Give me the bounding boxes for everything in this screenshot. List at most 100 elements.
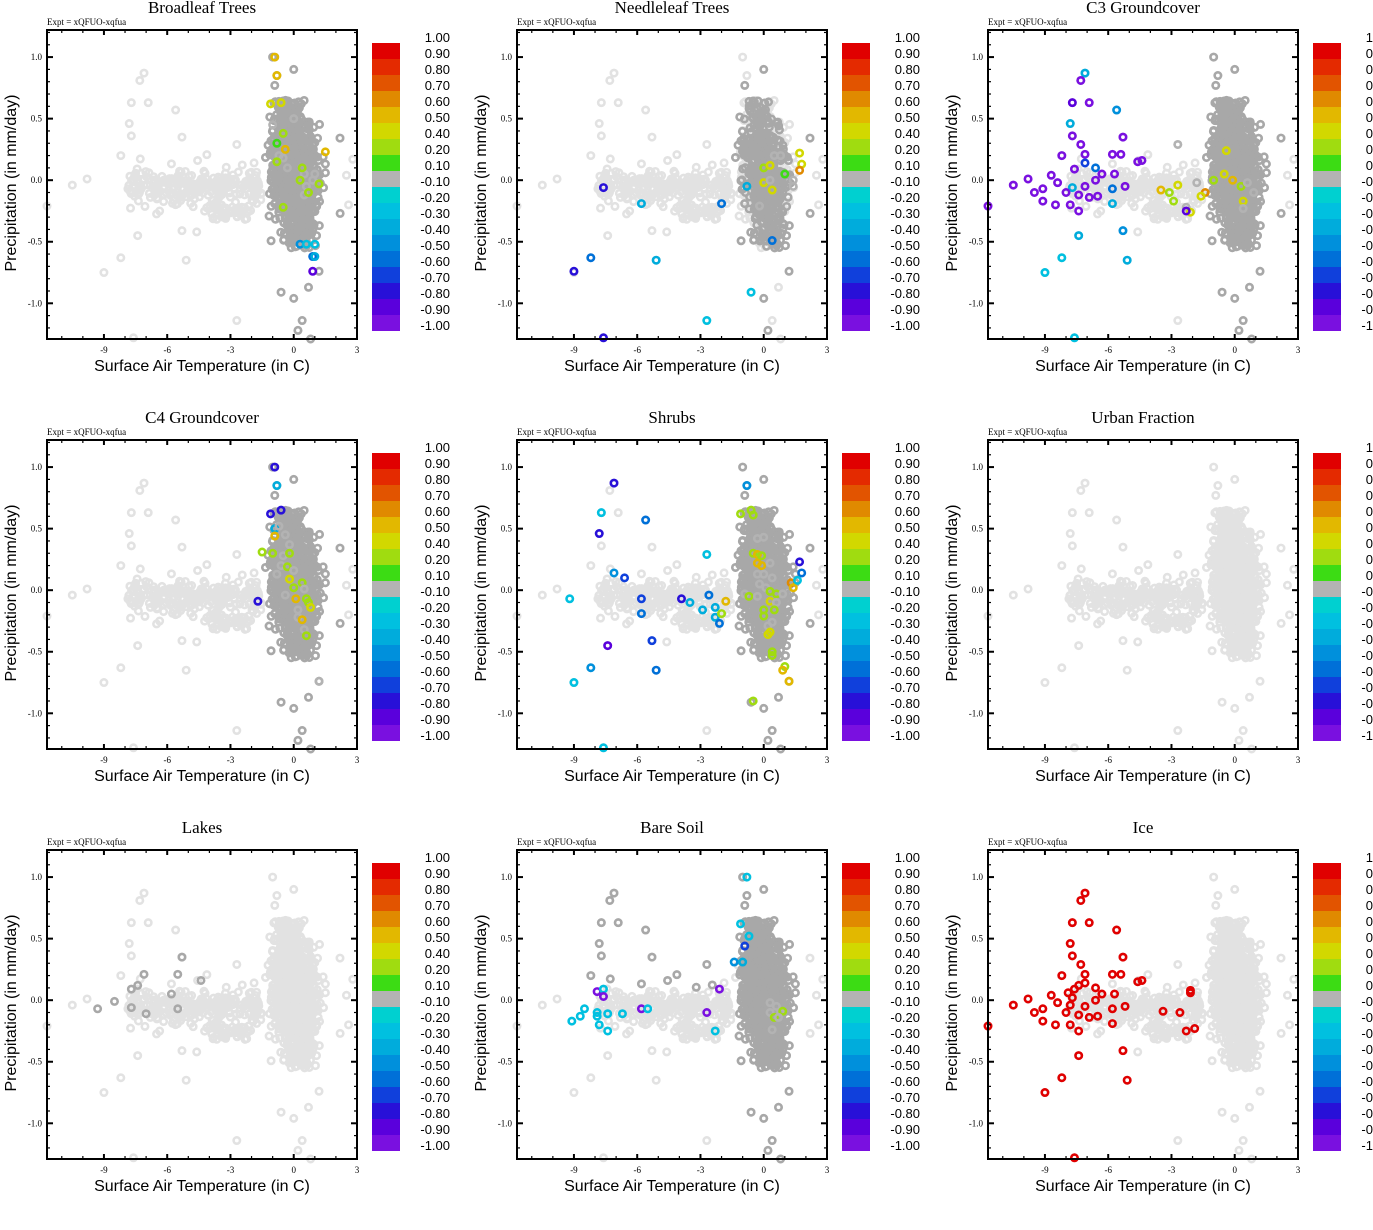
neutral-point <box>742 82 748 88</box>
x-tick-label: -3 <box>227 345 235 355</box>
neutral-point <box>267 114 273 120</box>
background-point <box>243 216 249 222</box>
colorbar-label: -0.50 <box>874 238 920 254</box>
data-point <box>310 268 316 274</box>
background-point <box>127 205 133 211</box>
colorbar-segment <box>842 203 870 219</box>
background-point <box>704 141 710 147</box>
background-point <box>775 284 781 290</box>
colorbar-label: 0.80 <box>874 62 920 78</box>
background-point <box>137 77 143 83</box>
background-point <box>649 134 655 140</box>
neutral-point <box>732 154 738 160</box>
background-point <box>664 157 670 163</box>
neutral-point <box>299 317 305 323</box>
colorbar-label: 0.60 <box>404 94 450 110</box>
colorbar-label: -0.80 <box>874 286 920 302</box>
colorbar-segment <box>372 43 400 59</box>
background-point <box>713 216 719 222</box>
data-point <box>796 167 802 173</box>
colorbar-label: 1.00 <box>874 30 920 46</box>
colorbar-segment <box>842 219 870 235</box>
background-point <box>350 156 356 162</box>
x-tick-label: -9 <box>570 345 578 355</box>
background-point <box>142 203 148 209</box>
colorbar-segment <box>842 267 870 283</box>
colorbar-label: -0.80 <box>404 286 450 302</box>
background-point <box>118 255 124 261</box>
background-point <box>345 202 351 208</box>
background-point <box>234 141 240 147</box>
background-point <box>596 120 602 126</box>
colorbar-segment <box>842 91 870 107</box>
background-point <box>130 335 136 341</box>
colorbar-segment <box>842 59 870 75</box>
background-point <box>611 70 617 76</box>
colorbar-segment <box>842 283 870 299</box>
background-point <box>744 72 750 78</box>
y-tick-label: -0.5 <box>498 237 513 247</box>
background-point <box>739 54 745 60</box>
neutral-point <box>786 268 792 274</box>
y-tick-label: 0.0 <box>31 175 43 185</box>
colorbar-segment <box>842 187 870 203</box>
neutral-point <box>807 210 813 216</box>
background-point <box>234 317 240 323</box>
background-point <box>172 107 178 113</box>
background-point <box>194 229 200 235</box>
colorbar-label: 0.10 <box>404 158 450 174</box>
colorbar-label: 0.60 <box>874 94 920 110</box>
colorbar-label: -0.30 <box>404 206 450 222</box>
neutral-point <box>272 82 278 88</box>
colorbar-label: 0.10 <box>874 158 920 174</box>
neutral-point <box>278 289 284 295</box>
colorbar-segment <box>372 107 400 123</box>
colorbar <box>372 43 400 331</box>
data-point <box>588 255 594 261</box>
y-tick-label: 1.0 <box>31 52 43 62</box>
background-point <box>588 152 594 158</box>
y-tick-label: -1.0 <box>498 298 513 308</box>
background-point <box>607 77 613 83</box>
data-point <box>796 150 802 156</box>
colorbar-segment <box>842 107 870 123</box>
colorbar-segment <box>842 251 870 267</box>
colorbar-segment <box>372 283 400 299</box>
colorbar-label: -1.00 <box>874 318 920 334</box>
background-point <box>223 164 229 170</box>
x-tick-label: 3 <box>355 345 360 355</box>
neutral-point <box>322 161 328 167</box>
background-point <box>598 133 604 139</box>
colorbar-segment <box>372 235 400 251</box>
y-tick-label: 0.0 <box>501 175 513 185</box>
background-point <box>642 107 648 113</box>
colorbar-label: -0.30 <box>874 206 920 222</box>
background-point <box>742 216 748 222</box>
colorbar-segment <box>842 43 870 59</box>
background-point <box>709 162 715 168</box>
y-tick-label: 0.5 <box>501 114 513 124</box>
y-tick-label: -1.0 <box>28 298 43 308</box>
colorbar-segment <box>842 235 870 251</box>
background-point <box>649 227 655 233</box>
x-tick-label: 3 <box>825 345 830 355</box>
neutral-point <box>739 128 745 134</box>
scatter-panel-needleleaf-trees: Needleleaf Trees Expt = xQFUO-xqfua Prec… <box>470 0 940 410</box>
colorbar-segment <box>372 219 400 235</box>
colorbar-segment <box>372 123 400 139</box>
background-point <box>597 205 603 211</box>
colorbar-segment <box>842 315 870 331</box>
data-point <box>653 257 659 263</box>
colorbar-segment <box>842 75 870 91</box>
background-point <box>194 157 200 163</box>
colorbar-label: -0.10 <box>404 174 450 190</box>
background-point <box>126 120 132 126</box>
colorbar-label: -0.40 <box>874 222 920 238</box>
colorbar-segment <box>372 75 400 91</box>
data-point <box>600 335 606 341</box>
colorbar-segment <box>842 171 870 187</box>
colorbar-segment <box>372 203 400 219</box>
background-point <box>239 162 245 168</box>
colorbar-label: -0.40 <box>404 222 450 238</box>
